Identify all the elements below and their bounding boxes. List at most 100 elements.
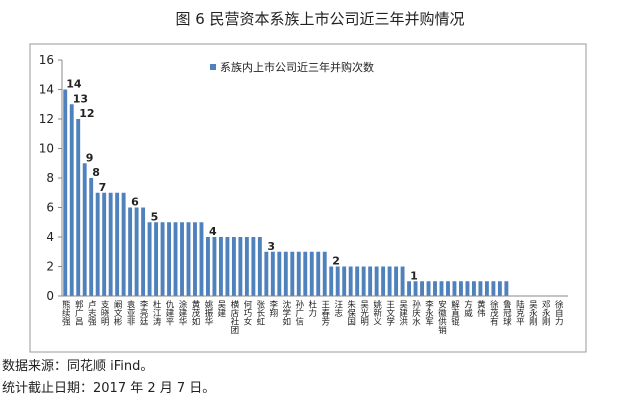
x-tick-label: 熊续强 — [60, 299, 70, 326]
x-tick-label: 仇建平 — [164, 299, 174, 326]
bar — [452, 281, 457, 296]
bar — [102, 192, 107, 296]
bar — [446, 281, 450, 296]
bar — [193, 222, 197, 296]
bar — [186, 222, 191, 296]
x-tick-label: 黄茂如 — [190, 299, 200, 326]
bar — [180, 222, 184, 296]
x-tick-label: 朱保国 — [346, 299, 356, 326]
data-label: 1 — [410, 269, 418, 282]
data-label: 2 — [332, 255, 340, 268]
bar — [387, 266, 392, 296]
bar — [115, 192, 120, 296]
bar — [69, 104, 74, 296]
bar — [296, 251, 301, 296]
bar — [433, 281, 437, 296]
bar — [128, 207, 133, 296]
bar — [277, 251, 282, 296]
bar — [264, 251, 269, 296]
bar — [329, 266, 334, 296]
x-tick-label: 吴建洪 — [398, 300, 408, 326]
x-tick-label: 吴建 — [216, 300, 226, 318]
bar — [497, 281, 502, 296]
x-tick-label: 汪志 — [333, 300, 343, 317]
x-tick-label: 王文学 — [385, 300, 395, 326]
x-tick-label: 支晓明 — [99, 299, 109, 326]
y-tick-label: 6 — [46, 201, 54, 215]
bar — [361, 266, 366, 296]
data-label: 4 — [209, 225, 217, 238]
bar — [491, 281, 496, 296]
data-label: 13 — [73, 92, 88, 105]
bar — [381, 266, 386, 296]
x-tick-label: 杜力 — [307, 299, 317, 318]
y-tick-label: 12 — [39, 112, 54, 126]
x-tick-label: 郭广昌 — [73, 299, 83, 326]
bar — [82, 163, 87, 296]
x-tick-label: 孙庆水 — [411, 299, 421, 325]
bar — [270, 251, 275, 296]
legend-label: 系族内上市公司近三年并购次数 — [220, 60, 374, 74]
x-tick-label: 卢志强 — [86, 299, 96, 326]
y-tick-label: 14 — [39, 83, 54, 97]
x-tick-label: 姚新义 — [372, 299, 382, 325]
data-label: 8 — [92, 166, 100, 179]
bar — [199, 222, 204, 296]
x-tick-label: 解直锟 — [449, 299, 459, 326]
x-tick-label: 李永军 — [424, 299, 434, 326]
y-tick-label: 4 — [46, 230, 54, 244]
bar — [478, 281, 483, 296]
bar — [76, 119, 81, 296]
data-label: 3 — [267, 240, 275, 253]
bar — [316, 251, 321, 296]
bar — [471, 281, 476, 296]
x-tick-label: 鲁冠球 — [501, 299, 511, 325]
y-tick-label: 16 — [39, 53, 54, 67]
legend-swatch — [210, 64, 216, 70]
x-tick-label: 李亮廷 — [138, 299, 148, 326]
y-tick-label: 10 — [39, 142, 54, 156]
bar — [238, 237, 243, 296]
bar — [141, 207, 146, 296]
x-tick-label: 张长虹 — [255, 300, 265, 326]
bar — [420, 281, 424, 296]
data-label: 7 — [99, 181, 107, 194]
chart-frame — [29, 43, 587, 353]
x-tick-label: 王春芳 — [320, 300, 330, 326]
bar — [89, 178, 94, 296]
x-tick-label: 姚振华 — [203, 299, 213, 326]
x-tick-label: 袁亚非 — [125, 299, 135, 326]
bar — [368, 266, 373, 296]
data-label: 9 — [86, 151, 94, 164]
bar — [167, 222, 171, 296]
bar — [484, 281, 489, 296]
bar — [173, 222, 178, 296]
x-tick-label: 杜江涛 — [151, 299, 161, 325]
bar — [244, 237, 249, 296]
x-tick-label: 沈学如 — [281, 299, 291, 326]
data-label: 12 — [79, 107, 94, 120]
bar — [257, 237, 262, 296]
bar — [225, 237, 230, 296]
bar — [400, 266, 405, 296]
bar — [63, 89, 68, 296]
bar — [218, 237, 223, 296]
x-tick-label: 方威 — [462, 299, 472, 318]
bar — [355, 266, 360, 296]
bar — [394, 266, 399, 296]
bar — [147, 222, 152, 296]
x-tick-label: 横店社团 — [229, 299, 239, 335]
bar — [439, 281, 444, 296]
x-tick-label: 阚文彬 — [112, 300, 122, 326]
x-tick-label: 陆克平 — [514, 299, 524, 326]
bar — [95, 192, 100, 296]
x-tick-label: 李翔 — [268, 299, 278, 318]
x-tick-label: 安徽供销 — [437, 299, 447, 335]
bar — [504, 281, 509, 296]
x-tick-label: 徐茂有 — [488, 299, 498, 326]
bar — [154, 222, 159, 296]
x-tick-label: 何巧女 — [242, 299, 252, 326]
bar — [322, 251, 327, 296]
bar — [374, 266, 379, 296]
bar — [335, 266, 340, 296]
